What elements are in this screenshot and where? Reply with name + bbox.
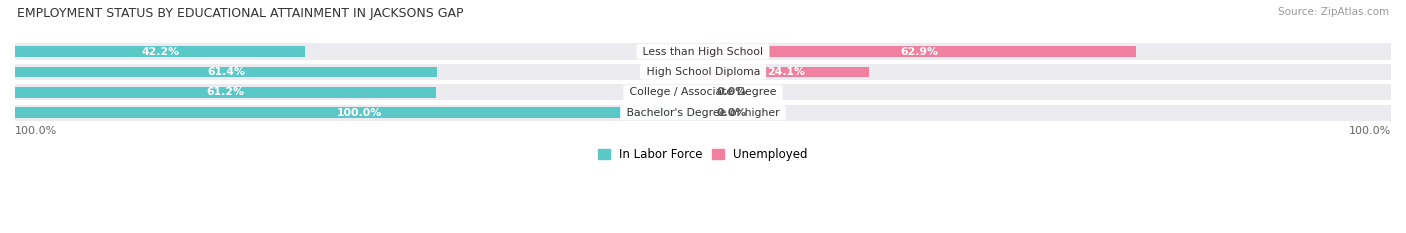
Bar [15,43,1391,60]
Text: 24.1%: 24.1% [766,67,804,77]
Text: 61.2%: 61.2% [207,87,245,97]
Bar [703,67,869,77]
Bar [15,105,1391,121]
Text: 100.0%: 100.0% [1348,126,1391,136]
Text: Source: ZipAtlas.com: Source: ZipAtlas.com [1278,7,1389,17]
Text: Less than High School: Less than High School [640,47,766,57]
Bar [15,107,703,118]
Text: 100.0%: 100.0% [15,126,58,136]
Text: EMPLOYMENT STATUS BY EDUCATIONAL ATTAINMENT IN JACKSONS GAP: EMPLOYMENT STATUS BY EDUCATIONAL ATTAINM… [17,7,464,20]
Text: 61.4%: 61.4% [207,67,245,77]
Bar [15,87,436,98]
Text: 0.0%: 0.0% [717,108,747,118]
Text: 42.2%: 42.2% [141,47,179,57]
Bar [15,67,437,77]
Text: College / Associate Degree: College / Associate Degree [626,87,780,97]
Bar [15,64,1391,80]
Bar [15,84,1391,100]
Text: 62.9%: 62.9% [900,47,938,57]
Text: High School Diploma: High School Diploma [643,67,763,77]
Legend: In Labor Force, Unemployed: In Labor Force, Unemployed [593,143,813,166]
Bar [703,46,1136,57]
Text: 0.0%: 0.0% [717,87,747,97]
Text: 100.0%: 100.0% [336,108,381,118]
Text: Bachelor's Degree or higher: Bachelor's Degree or higher [623,108,783,118]
Bar [15,46,305,57]
